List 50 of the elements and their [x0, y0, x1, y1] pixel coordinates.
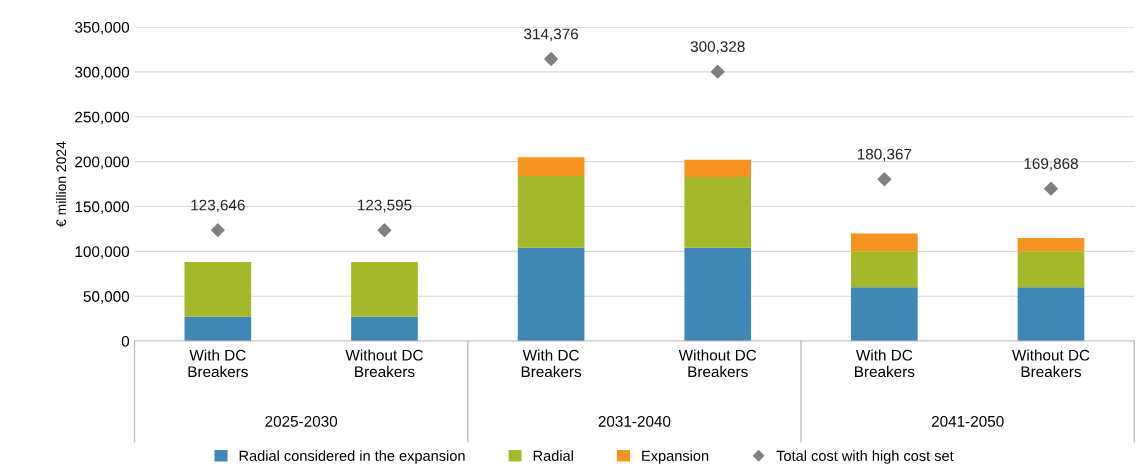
data-label: 123,595 — [358, 199, 412, 213]
bar — [684, 159, 752, 177]
data-label: 314,376 — [524, 28, 579, 42]
bar — [184, 262, 252, 317]
bar — [684, 247, 752, 342]
bar — [351, 316, 418, 342]
x-tick-label: With DC Breakers — [855, 349, 915, 378]
text: 2041-2050 — [931, 415, 1004, 427]
bar — [851, 233, 918, 252]
legend-label: Radial considered in the expansion — [239, 450, 465, 464]
legend-label: Total cost with high cost set — [776, 450, 954, 464]
y-tick-label: 350,000 — [75, 21, 130, 35]
text: 2025-2030 — [265, 415, 338, 427]
x-tick-label: With DC Breakers — [521, 349, 582, 378]
bar — [184, 316, 252, 342]
y-tick-label: 200,000 — [75, 156, 130, 170]
point — [210, 223, 225, 238]
bar — [351, 262, 418, 317]
data-label: 169,868 — [1024, 158, 1078, 171]
bar — [517, 247, 585, 342]
y-axis-title: € million 2024 — [55, 141, 67, 227]
x-tick-label: Without DC Breakers — [345, 349, 423, 378]
y-tick-label: 300,000 — [75, 66, 130, 80]
bar — [1017, 287, 1085, 342]
x-tick-label: With DC Breakers — [188, 349, 248, 378]
bar — [1017, 237, 1085, 252]
point — [377, 223, 392, 238]
point — [877, 172, 892, 187]
legend-label: Expansion — [642, 450, 709, 464]
bar — [684, 176, 752, 248]
data-label: 300,328 — [690, 41, 745, 54]
bar — [851, 251, 918, 288]
data-label: 123,646 — [191, 199, 245, 213]
y-tick-label: 0 — [121, 335, 130, 347]
x-tick-label: Without DC Breakers — [678, 349, 757, 378]
bar — [1017, 251, 1085, 288]
bar — [851, 287, 918, 342]
y-tick-label: 250,000 — [75, 111, 130, 125]
point — [710, 64, 725, 79]
point — [544, 52, 559, 66]
point — [1044, 181, 1058, 196]
bar — [517, 175, 585, 248]
y-tick-label: 150,000 — [75, 201, 130, 214]
x-tick-label: Without DC Breakers — [1012, 349, 1090, 378]
text: 2031-2040 — [598, 415, 671, 427]
bar — [517, 157, 585, 176]
data-label: 180,367 — [857, 148, 912, 162]
y-tick-label: 100,000 — [75, 246, 130, 259]
legend-label: Radial — [533, 450, 573, 461]
y-tick-label: 50,000 — [83, 291, 130, 304]
